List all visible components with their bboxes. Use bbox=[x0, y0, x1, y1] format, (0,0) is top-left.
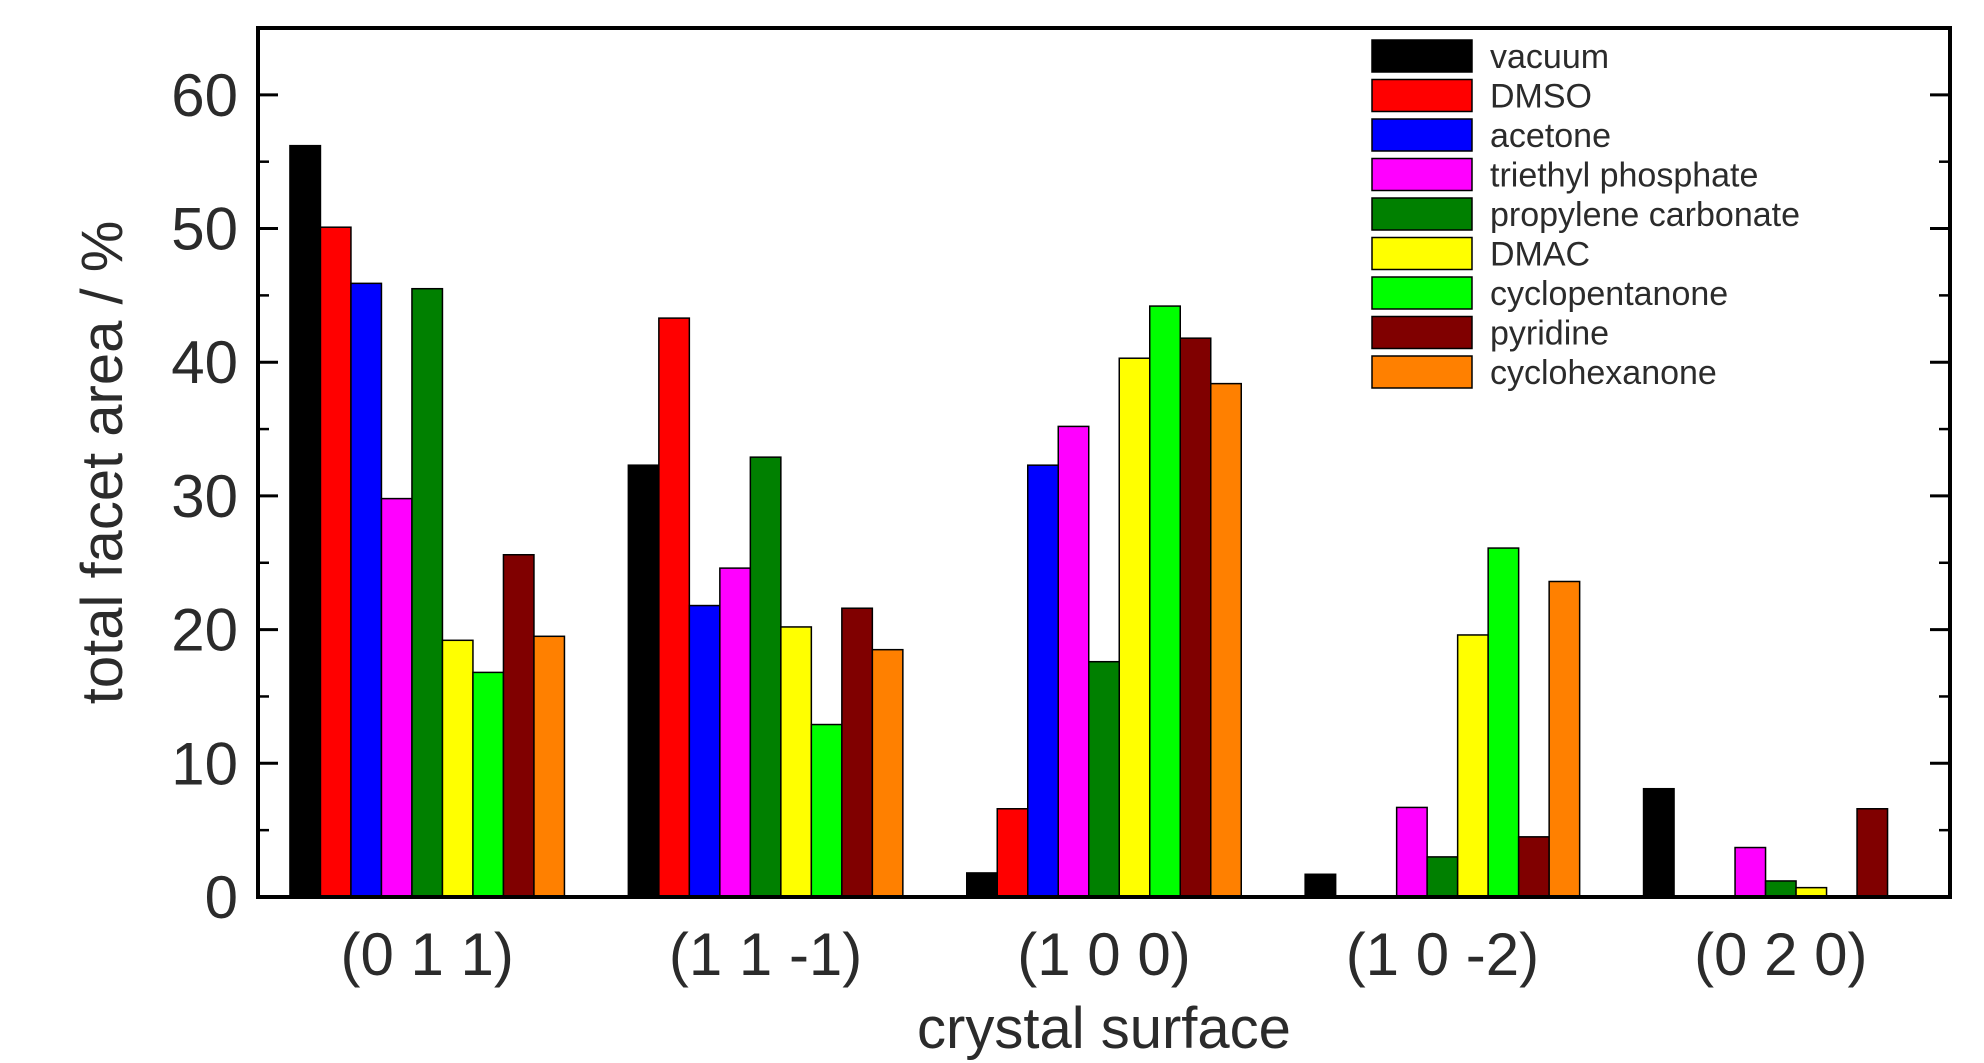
bar-triethyl-phosphate-0 bbox=[380, 497, 413, 898]
bars-group bbox=[289, 144, 1889, 898]
legend-label-propylene-carbonate: propylene carbonate bbox=[1490, 196, 1800, 234]
y-tick-label: 40 bbox=[171, 329, 238, 396]
legend-swatch-cyclopentanone bbox=[1371, 276, 1473, 310]
legend-swatch-cyclohexanone bbox=[1371, 355, 1473, 389]
y-tick-label: 20 bbox=[171, 597, 238, 664]
bar-cyclopentanone-3 bbox=[1487, 547, 1520, 898]
bar-pyridine-4 bbox=[1856, 808, 1889, 898]
bar-triethyl-phosphate-2 bbox=[1057, 425, 1090, 898]
bar-acetone-2 bbox=[1027, 464, 1059, 898]
legend-label-acetone: acetone bbox=[1490, 117, 1611, 155]
bar-cyclohexanone-0 bbox=[533, 635, 566, 898]
legend-label-vacuum: vacuum bbox=[1490, 38, 1609, 76]
legend-label-cyclopentanone: cyclopentanone bbox=[1490, 275, 1728, 313]
legend-swatch-pyridine bbox=[1371, 315, 1473, 350]
bar-propylene-carbonate-1 bbox=[749, 456, 782, 898]
y-tick-label: 50 bbox=[171, 196, 238, 263]
bar-propylene-carbonate-4 bbox=[1764, 880, 1797, 898]
y-axis: 0 10 20 30 40 50 60 bbox=[171, 62, 1950, 931]
legend-swatch-vacuum bbox=[1371, 39, 1473, 73]
bar-DMAC-0 bbox=[441, 639, 474, 898]
y-tick-label: 60 bbox=[171, 62, 238, 129]
bar-vacuum-1 bbox=[627, 464, 660, 898]
y-tick-label: 10 bbox=[171, 730, 238, 797]
bar-vacuum-2 bbox=[966, 872, 998, 898]
y-tick-label: 0 bbox=[205, 864, 238, 931]
bar-vacuum-0 bbox=[289, 144, 322, 898]
bar-cyclohexanone-1 bbox=[871, 648, 904, 898]
legend-swatch-acetone bbox=[1371, 118, 1473, 152]
legend-label-pyridine: pyridine bbox=[1490, 315, 1609, 353]
bar-cyclopentanone-1 bbox=[810, 723, 843, 898]
bar-acetone-0 bbox=[350, 282, 383, 898]
y-tick-label: 30 bbox=[171, 463, 238, 530]
bar-cyclopentanone-2 bbox=[1149, 305, 1181, 898]
x-tick-label: (1 0 -2) bbox=[1346, 921, 1539, 988]
legend-label-triethyl-phosphate: triethyl phosphate bbox=[1490, 157, 1758, 195]
bar-cyclohexanone-3 bbox=[1548, 580, 1581, 898]
plot-frame bbox=[256, 26, 1952, 899]
bar-pyridine-3 bbox=[1517, 836, 1550, 898]
x-tick-label: (1 0 0) bbox=[1017, 921, 1190, 988]
legend-swatch-DMAC bbox=[1371, 236, 1473, 271]
bar-pyridine-0 bbox=[502, 553, 535, 898]
x-tick-label: (0 1 1) bbox=[340, 921, 513, 988]
y-axis-title: total facet area / % bbox=[70, 221, 135, 705]
x-axis-title: crystal surface bbox=[917, 996, 1291, 1061]
bar-DMAC-3 bbox=[1456, 634, 1489, 898]
bar-acetone-1 bbox=[688, 604, 721, 898]
bar-triethyl-phosphate-3 bbox=[1395, 806, 1428, 898]
bar-DMAC-2 bbox=[1118, 357, 1151, 898]
bar-pyridine-1 bbox=[841, 607, 874, 898]
legend-swatch-DMSO bbox=[1371, 78, 1473, 113]
bar-DMSO-1 bbox=[658, 317, 691, 898]
bar-propylene-carbonate-0 bbox=[411, 287, 444, 898]
bar-DMAC-1 bbox=[780, 626, 813, 898]
bar-triethyl-phosphate-1 bbox=[719, 567, 752, 898]
x-tick-label: (1 1 -1) bbox=[669, 921, 862, 988]
bar-propylene-carbonate-2 bbox=[1088, 660, 1120, 898]
legend-swatch-propylene-carbonate bbox=[1371, 197, 1473, 231]
x-axis: (0 1 1) (1 1 -1) (1 0 0) (1 0 -2) (0 2 0) bbox=[340, 921, 1867, 988]
bar-vacuum-4 bbox=[1642, 787, 1675, 898]
bar-cyclopentanone-0 bbox=[472, 671, 505, 898]
legend-label-DMAC: DMAC bbox=[1490, 236, 1590, 274]
bar-pyridine-2 bbox=[1179, 337, 1212, 898]
legend-label-DMSO: DMSO bbox=[1490, 78, 1592, 116]
bar-triethyl-phosphate-4 bbox=[1734, 846, 1767, 898]
legend-swatch-triethyl-phosphate bbox=[1371, 157, 1473, 192]
bar-DMSO-0 bbox=[319, 226, 352, 898]
legend-label-cyclohexanone: cyclohexanone bbox=[1490, 354, 1717, 392]
x-tick-label: (0 2 0) bbox=[1694, 921, 1867, 988]
bar-DMSO-2 bbox=[996, 808, 1029, 898]
bar-cyclohexanone-2 bbox=[1210, 382, 1242, 898]
bar-propylene-carbonate-3 bbox=[1426, 856, 1459, 898]
bar-vacuum-3 bbox=[1304, 873, 1337, 898]
